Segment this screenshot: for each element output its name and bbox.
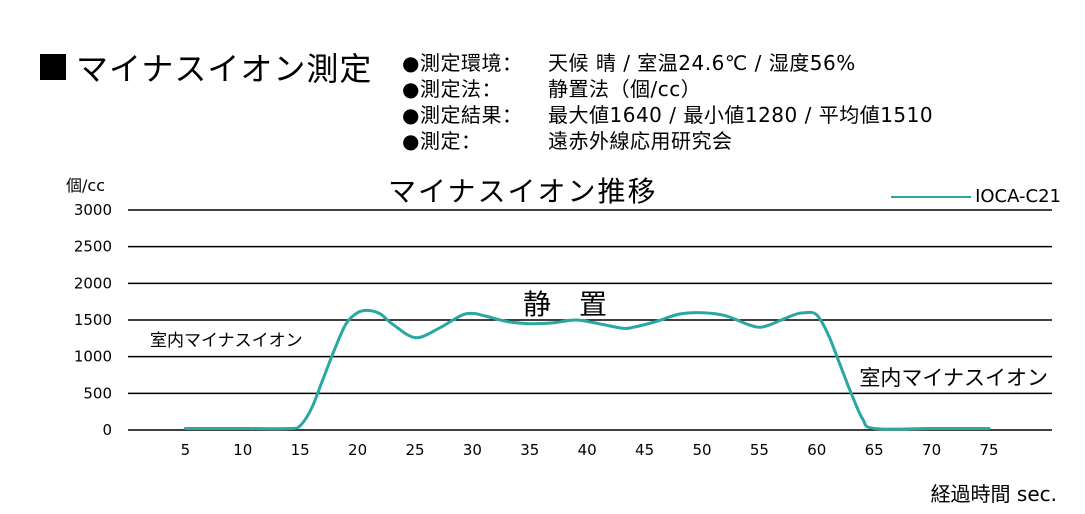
y-axis-unit-label: 個/cc bbox=[66, 176, 105, 195]
info-row-measurer: ●測定： 遠赤外線応用研究会 bbox=[402, 128, 933, 154]
info-value: 最大値1640 / 最小値1280 / 平均値1510 bbox=[548, 103, 934, 127]
legend: IOCA-C21 bbox=[891, 186, 1061, 207]
y-tick-label: 0 bbox=[102, 421, 112, 439]
x-tick-label: 40 bbox=[578, 441, 597, 459]
x-tick-label: 65 bbox=[865, 441, 884, 459]
y-tick-label: 3000 bbox=[74, 201, 112, 219]
y-tick-label: 1500 bbox=[74, 311, 112, 329]
annotation: 室内マイナスイオン bbox=[859, 366, 1048, 390]
info-label: ●測定法： bbox=[402, 77, 502, 101]
page-title: マイナスイオン測定 bbox=[76, 50, 373, 88]
x-tick-label: 55 bbox=[750, 441, 769, 459]
legend-label: IOCA-C21 bbox=[975, 186, 1061, 207]
x-tick-label: 75 bbox=[979, 441, 998, 459]
info-value: 天候 晴 / 室温24.6℃ / 湿度56% bbox=[548, 51, 856, 75]
legend-line-swatch bbox=[891, 195, 972, 198]
x-tick-label: 10 bbox=[233, 441, 252, 459]
y-tick-label: 2000 bbox=[74, 274, 112, 292]
chart-title: マイナスイオン推移 bbox=[388, 175, 658, 208]
info-label: ●測定環境： bbox=[402, 51, 523, 75]
info-label: ●測定結果： bbox=[402, 103, 523, 127]
x-tick-label: 20 bbox=[348, 441, 367, 459]
square-bullet-icon bbox=[40, 54, 66, 80]
y-tick-label: 500 bbox=[83, 384, 112, 402]
x-tick-label: 70 bbox=[922, 441, 941, 459]
annotation: 室内マイナスイオン bbox=[150, 331, 303, 351]
info-value: 静置法（個/cc） bbox=[548, 77, 702, 101]
series-line bbox=[183, 308, 991, 431]
x-tick-label: 35 bbox=[520, 441, 539, 459]
info-row-environment: ●測定環境： 天候 晴 / 室温24.6℃ / 湿度56% bbox=[402, 50, 933, 76]
x-tick-label: 60 bbox=[807, 441, 826, 459]
info-value: 遠赤外線応用研究会 bbox=[548, 129, 733, 153]
x-tick-label: 30 bbox=[463, 441, 482, 459]
x-tick-label: 25 bbox=[405, 441, 424, 459]
annotation: 静 置 bbox=[523, 288, 607, 321]
info-row-method: ●測定法： 静置法（個/cc） bbox=[402, 76, 933, 102]
x-tick-label: 5 bbox=[181, 441, 191, 459]
x-tick-label: 45 bbox=[635, 441, 654, 459]
info-label: ●測定： bbox=[402, 129, 482, 153]
page-heading: マイナスイオン測定 bbox=[40, 44, 372, 90]
y-tick-label: 2500 bbox=[74, 238, 112, 256]
x-axis-title: 経過時間 sec. bbox=[930, 482, 1057, 506]
x-tick-label: 50 bbox=[692, 441, 711, 459]
y-tick-label: 1000 bbox=[74, 348, 112, 366]
info-row-result: ●測定結果： 最大値1640 / 最小値1280 / 平均値1510 bbox=[402, 102, 933, 128]
x-tick-label: 15 bbox=[291, 441, 310, 459]
measurement-info: ●測定環境： 天候 晴 / 室温24.6℃ / 湿度56% ●測定法： 静置法（… bbox=[402, 50, 933, 154]
